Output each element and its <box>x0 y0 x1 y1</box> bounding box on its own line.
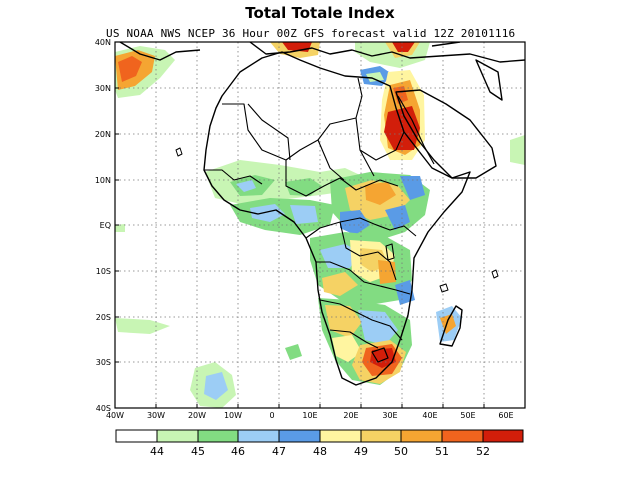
lon-label: 30E <box>382 411 397 420</box>
lat-label: 30S <box>96 358 111 367</box>
lon-labels: 40W 30W 20W 10W 0 10E 20E 30E 40E 50E 60… <box>106 411 514 420</box>
coastlines <box>119 42 525 386</box>
lat-label: 20N <box>95 130 111 139</box>
colorbar-label: 48 <box>313 445 327 458</box>
colorbar-swatch <box>400 429 443 443</box>
lat-label: 10N <box>95 176 111 185</box>
lat-label: EQ <box>100 221 111 230</box>
colorbar-label: 50 <box>394 445 408 458</box>
lat-label: 40N <box>95 38 111 47</box>
colorbar-swatch <box>156 429 199 443</box>
lon-label: 10W <box>224 411 242 420</box>
lat-label: 30N <box>95 84 111 93</box>
lat-label: 10S <box>96 267 111 276</box>
lon-label: 40E <box>422 411 437 420</box>
lat-labels: 40N 30N 20N 10N EQ 10S 20S 30S 40S <box>95 38 111 413</box>
colorbar-swatch <box>278 429 321 443</box>
colorbar-swatch <box>441 429 484 443</box>
tick-marks <box>114 41 485 409</box>
lon-label: 60E <box>498 411 513 420</box>
colorbar-label: 46 <box>231 445 245 458</box>
lon-label: 0 <box>269 411 274 420</box>
colorbar-label: 45 <box>191 445 205 458</box>
colorbar-label: 49 <box>354 445 368 458</box>
colorbar-swatch <box>237 429 280 443</box>
map-subtitle: US NOAA NWS NCEP 36 Hour 00Z GFS forecas… <box>106 27 516 40</box>
lon-label: 30W <box>147 411 165 420</box>
graticule <box>115 42 525 408</box>
colorbar-label: 47 <box>272 445 286 458</box>
colorbar-swatch <box>360 429 402 443</box>
lat-label: 40S <box>96 404 111 413</box>
lon-label: 10E <box>302 411 317 420</box>
map-title: Total Totale Index <box>245 4 395 22</box>
lon-label: 20E <box>343 411 358 420</box>
colorbar: 44 45 46 47 48 49 50 51 52 <box>115 429 524 458</box>
colorbar-swatch <box>482 429 524 443</box>
colorbar-label: 44 <box>150 445 164 458</box>
lon-label: 20W <box>188 411 206 420</box>
lat-label: 20S <box>96 313 111 322</box>
colorbar-label: 52 <box>476 445 490 458</box>
colorbar-swatch <box>197 429 239 443</box>
colorbar-label: 51 <box>435 445 449 458</box>
colorbar-swatch <box>115 429 158 443</box>
colorbar-swatch <box>319 429 362 443</box>
lon-label: 50E <box>460 411 475 420</box>
lon-label: 40W <box>106 411 124 420</box>
